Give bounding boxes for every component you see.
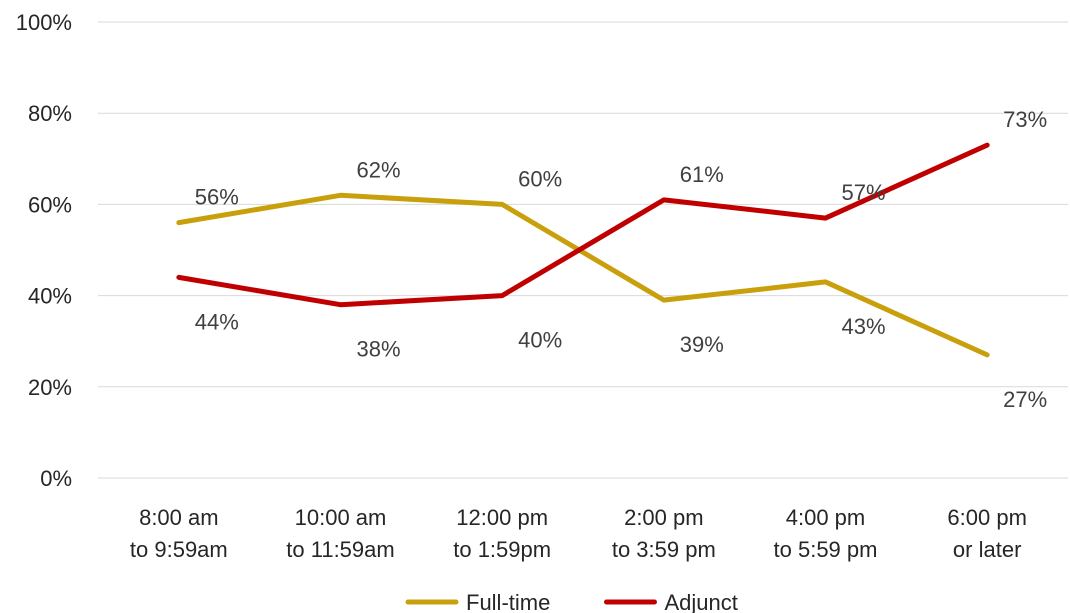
y-tick-label: 100% [16, 10, 72, 35]
legend-label: Adjunct [665, 590, 738, 613]
series-line-full-time [176, 192, 990, 358]
data-label: 44% [195, 309, 239, 334]
data-label: 40% [518, 328, 562, 353]
data-label: 61% [680, 162, 724, 187]
x-tick-label: 2:00 pm to 3:59 pm [612, 505, 716, 562]
data-label: 62% [356, 157, 400, 182]
series-line-adjunct [176, 142, 990, 308]
data-label: 43% [841, 314, 885, 339]
data-label: 38% [356, 337, 400, 362]
legend-label: Full-time [466, 590, 550, 613]
x-tick-label: 4:00 pm to 5:59 pm [774, 505, 878, 562]
x-axis-tick-labels: 8:00 am to 9:59am 10:00 am to 11:59am 12:00 … [130, 505, 1027, 562]
x-tick-label: 12:00 pm to 1:59pm [453, 505, 551, 562]
x-tick-label: 8:00 am to 9:59am [130, 505, 228, 562]
data-label: 56% [195, 185, 239, 210]
y-tick-label: 80% [28, 101, 72, 126]
data-label: 60% [518, 166, 562, 191]
data-label: 39% [680, 332, 724, 357]
data-labels: 56% 62% 60% 39% 43% 27% 44% 38% 40% 61% 57% 73% [195, 107, 1047, 412]
series-lines [176, 142, 990, 358]
gridlines [98, 21, 1068, 479]
y-tick-label: 0% [40, 466, 72, 491]
y-tick-label: 40% [28, 284, 72, 309]
y-tick-label: 20% [28, 375, 72, 400]
data-label: 57% [841, 180, 885, 205]
legend: Full-time Adjunct [405, 590, 738, 613]
y-axis-tick-labels: 0% 20% 40% 60% 80% 100% [16, 10, 72, 491]
data-label: 27% [1003, 387, 1047, 412]
x-tick-label: 6:00 pm or later [947, 505, 1027, 562]
data-label: 73% [1003, 107, 1047, 132]
y-tick-label: 60% [28, 192, 72, 217]
x-tick-label: 10:00 am to 11:59am [286, 505, 394, 562]
